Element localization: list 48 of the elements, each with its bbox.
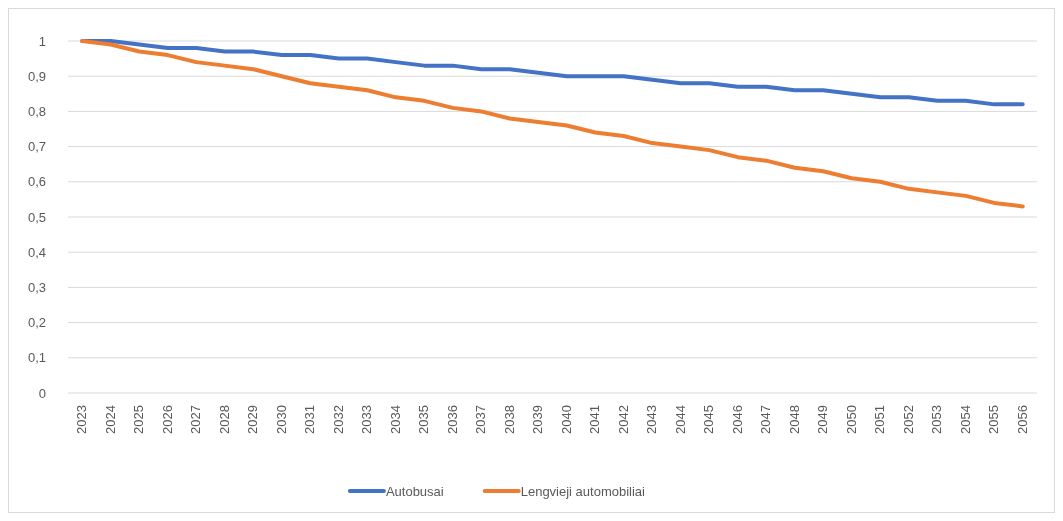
x-tick-label: 2055 [986,405,1002,434]
x-tick-label: 2030 [273,405,289,434]
y-tick-label: 0,3 [27,279,46,295]
x-tick-label: 2039 [530,405,546,434]
x-tick-label: 2045 [701,405,717,434]
x-tick-label: 2051 [872,405,888,434]
x-tick-label: 2044 [672,405,688,434]
x-tick-label: 2052 [900,405,916,434]
x-tick-label: 2032 [330,405,346,434]
x-tick-label: 2054 [957,405,973,434]
x-tick-label: 2047 [758,405,774,434]
y-tick-label: 0,8 [27,103,46,119]
x-tick-label: 2024 [102,405,118,434]
line-series [80,39,1025,209]
y-tick-label: 1 [38,33,46,49]
x-tick-label: 2027 [188,405,204,434]
legend-label: Lengvieji automobiliai [520,483,646,499]
x-tick-label: 2033 [359,405,375,434]
x-tick-label: 2023 [74,405,90,434]
x-tick-label: 2046 [729,405,745,434]
x-tick-label: 2029 [245,405,261,434]
x-tick-label: 2036 [444,405,460,434]
x-tick-label: 2056 [1014,405,1030,434]
x-tick-label: 2034 [387,405,403,434]
y-tick-label: 0,6 [27,174,46,190]
y-tick-label: 0,4 [27,244,46,260]
x-tick-label: 2048 [786,405,802,434]
x-tick-label: 2037 [473,405,489,434]
y-tick-label: 0,5 [27,209,46,225]
x-tick-label: 2041 [587,405,603,434]
x-tick-label: 2040 [558,405,574,434]
x-tick-label: 2043 [644,405,660,434]
y-tick-label: 0,2 [27,315,46,331]
y-tick-label: 0 [38,385,46,401]
x-tick-label: 2025 [131,405,147,434]
x-tick-label: 2049 [815,405,831,434]
x-tick-label: 2038 [501,405,517,434]
x-tick-label: 2053 [929,405,945,434]
y-tick-label: 0,7 [27,139,46,155]
x-tick-label: 2042 [615,405,631,434]
x-tick-label: 2026 [159,405,175,434]
x-tick-label: 2035 [416,405,432,434]
x-tick-label: 2028 [216,405,232,434]
y-tick-label: 0,9 [27,68,46,84]
y-tick-label: 0,1 [27,350,46,366]
legend-label: Autobusai [385,483,444,499]
x-tick-label: 2050 [843,405,859,434]
x-tick-label: 2031 [302,405,318,434]
